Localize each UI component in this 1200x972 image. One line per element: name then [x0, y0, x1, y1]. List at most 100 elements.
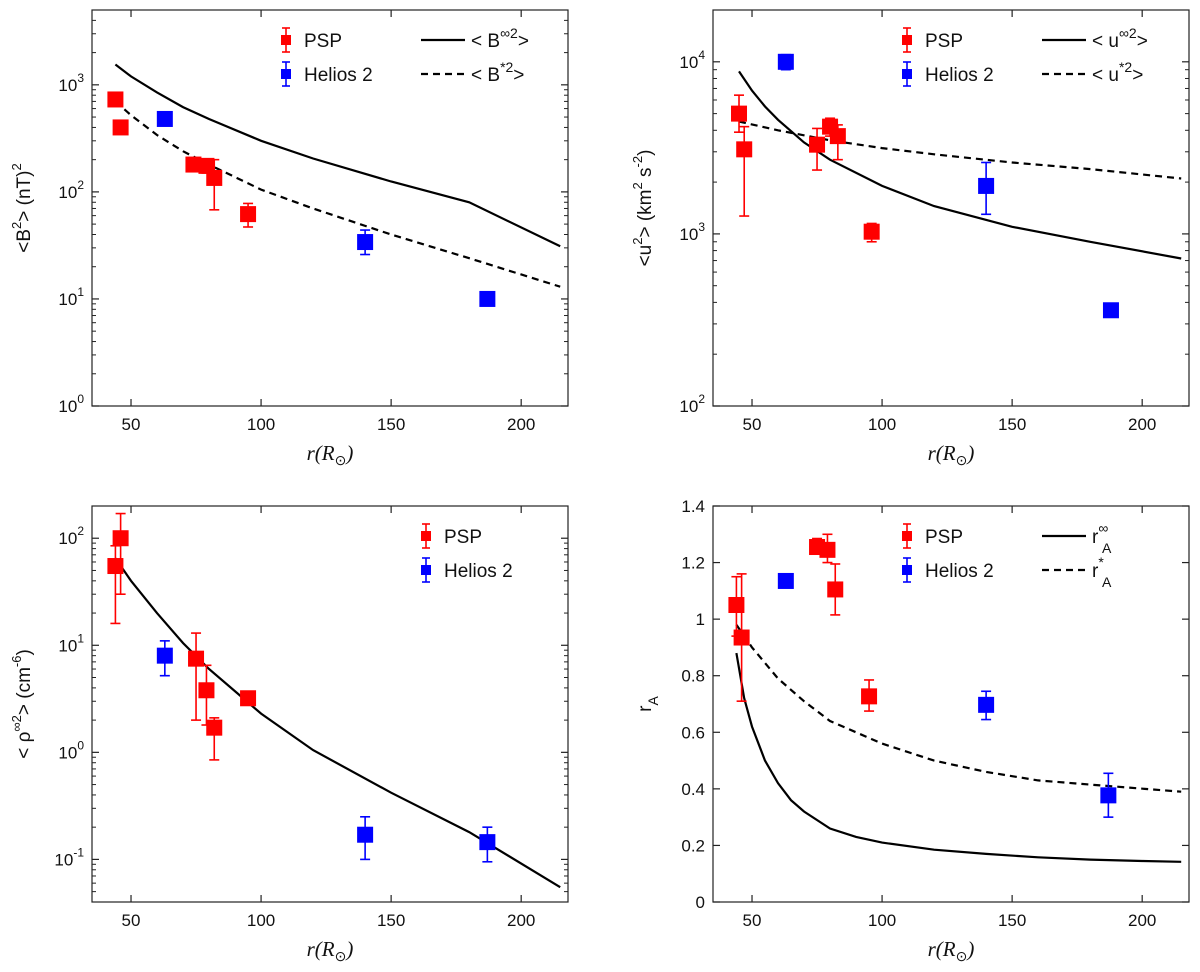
psp-point: [829, 128, 846, 145]
legend-solid-label: r∞ A: [1092, 520, 1112, 556]
psp-point: [728, 597, 745, 613]
psp-point: [861, 688, 878, 705]
chart-u2: 50 100 150 200 102 103 104 r(R⊙) <u2> (km2 s-2) P…: [630, 9, 1190, 469]
chart-rA: 50 100 150 200 0 0.2 0.4 0.6 0.8 1 1.2 1.4 r(R⊙) rA PS…: [635, 497, 1190, 965]
y-tick-label: 103: [679, 220, 705, 244]
legend-helios-2-label: Helios 2: [304, 65, 373, 86]
chart-rho2: 50 100 150 200 10-1 100 101 102 r(R⊙) < ρ∞2> (cm-…: [9, 505, 569, 965]
legend-helios-2-marker: [421, 565, 431, 575]
legend-dashed-label: < u*2>: [1092, 59, 1143, 86]
y-tick-label: 101: [58, 631, 84, 655]
x-tick-label: 50: [743, 415, 762, 434]
y-tick-label: 103: [58, 71, 84, 95]
psp-point: [112, 530, 129, 547]
x-tick-label: 100: [868, 911, 896, 930]
model-curve-dashed: [114, 100, 561, 288]
model-curve-solid: [735, 652, 1182, 863]
y-tick-label: 1.2: [681, 554, 705, 573]
y-tick-label: 0: [696, 893, 705, 912]
legend-helios-2-marker: [902, 565, 912, 575]
legend-psp-label: PSP: [444, 527, 482, 548]
x-tick-label: 150: [377, 911, 405, 930]
model-curve-solid: [114, 557, 561, 889]
legend-psp-label: PSP: [925, 31, 963, 52]
psp-point: [206, 719, 223, 736]
helios-2-point: [1100, 787, 1117, 804]
plot-frame: [712, 9, 1190, 407]
y-axis-label: <u2> (km2 s-2): [630, 150, 656, 267]
plot-frame: [712, 505, 1190, 903]
y-tick-label: 1.4: [681, 497, 705, 516]
x-tick-label: 150: [998, 415, 1026, 434]
psp-point: [185, 156, 202, 173]
legend-solid-label: < u∞2>: [1092, 25, 1148, 52]
y-tick-label: 0.6: [681, 723, 705, 742]
legend-dashed-label: r* A: [1092, 554, 1112, 590]
model-curve-dashed: [738, 120, 1182, 180]
helios-2-point: [978, 177, 995, 194]
y-axis-label: <B2> (nT)2: [9, 163, 35, 252]
plot-frame: [91, 505, 569, 903]
y-tick-label: 0.8: [681, 667, 705, 686]
y-axis-label: < ρ∞2> (cm-6): [9, 649, 35, 759]
x-tick-label: 150: [377, 415, 405, 434]
x-tick-label: 200: [507, 911, 535, 930]
legend-psp-label: PSP: [925, 527, 963, 548]
psp-point: [731, 105, 748, 122]
y-tick-label: 100: [58, 738, 84, 762]
legend-helios-2-label: Helios 2: [444, 561, 513, 582]
psp-point: [809, 136, 826, 153]
legend-helios-2-label: Helios 2: [925, 65, 994, 86]
x-tick-label: 200: [507, 415, 535, 434]
psp-point: [863, 223, 880, 240]
legend-helios-2-marker: [902, 69, 912, 79]
psp-point: [240, 206, 257, 223]
model-curve-dashed: [735, 624, 1182, 793]
y-tick-label: 0.2: [681, 836, 705, 855]
x-tick-label: 100: [868, 415, 896, 434]
x-tick-label: 50: [743, 911, 762, 930]
psp-point: [733, 629, 750, 646]
y-tick-label: 100: [58, 392, 84, 416]
psp-point: [198, 682, 215, 699]
x-tick-label: 150: [998, 911, 1026, 930]
y-tick-label: 102: [679, 392, 705, 416]
helios-2-point: [357, 234, 374, 251]
y-axis-label: rA: [635, 696, 661, 712]
legend-psp-marker: [902, 531, 912, 541]
psp-point: [827, 581, 844, 598]
psp-point: [206, 169, 223, 186]
legend-dashed-label: < B*2>: [471, 59, 524, 86]
helios-2-point: [156, 647, 173, 664]
legend-psp-marker: [421, 531, 431, 541]
y-tick-label: 1: [696, 610, 705, 629]
y-tick-label: 102: [58, 524, 84, 548]
x-axis-label: r(R⊙): [307, 441, 354, 469]
model-curve-solid: [114, 63, 561, 248]
helios-2-point: [777, 53, 794, 70]
x-tick-label: 200: [1128, 911, 1156, 930]
helios-2-point: [1102, 302, 1119, 319]
model-curve-solid: [738, 70, 1182, 260]
x-axis-label: r(R⊙): [928, 441, 975, 469]
x-axis-label: r(R⊙): [928, 937, 975, 965]
helios-2-point: [479, 834, 496, 851]
y-tick-label: 0.4: [681, 780, 705, 799]
helios-2-point: [479, 290, 496, 307]
y-tick-label: 101: [58, 285, 84, 309]
psp-point: [107, 91, 124, 108]
psp-point: [188, 650, 205, 667]
x-tick-label: 200: [1128, 415, 1156, 434]
psp-point: [240, 690, 257, 707]
helios-2-point: [357, 826, 374, 843]
psp-point: [819, 541, 836, 558]
chart-B2: 50 100 150 200 100 101 102 103 r(R⊙) <B2> (nT)2 PS…: [9, 9, 569, 469]
helios-2-point: [156, 110, 173, 127]
x-axis-label: r(R⊙): [307, 937, 354, 965]
psp-point: [112, 119, 129, 136]
legend-psp-marker: [281, 35, 291, 45]
y-tick-label: 10-1: [54, 845, 84, 869]
y-tick-label: 102: [58, 178, 84, 202]
legend-solid-label: < B∞2>: [471, 25, 529, 52]
x-tick-label: 100: [247, 911, 275, 930]
